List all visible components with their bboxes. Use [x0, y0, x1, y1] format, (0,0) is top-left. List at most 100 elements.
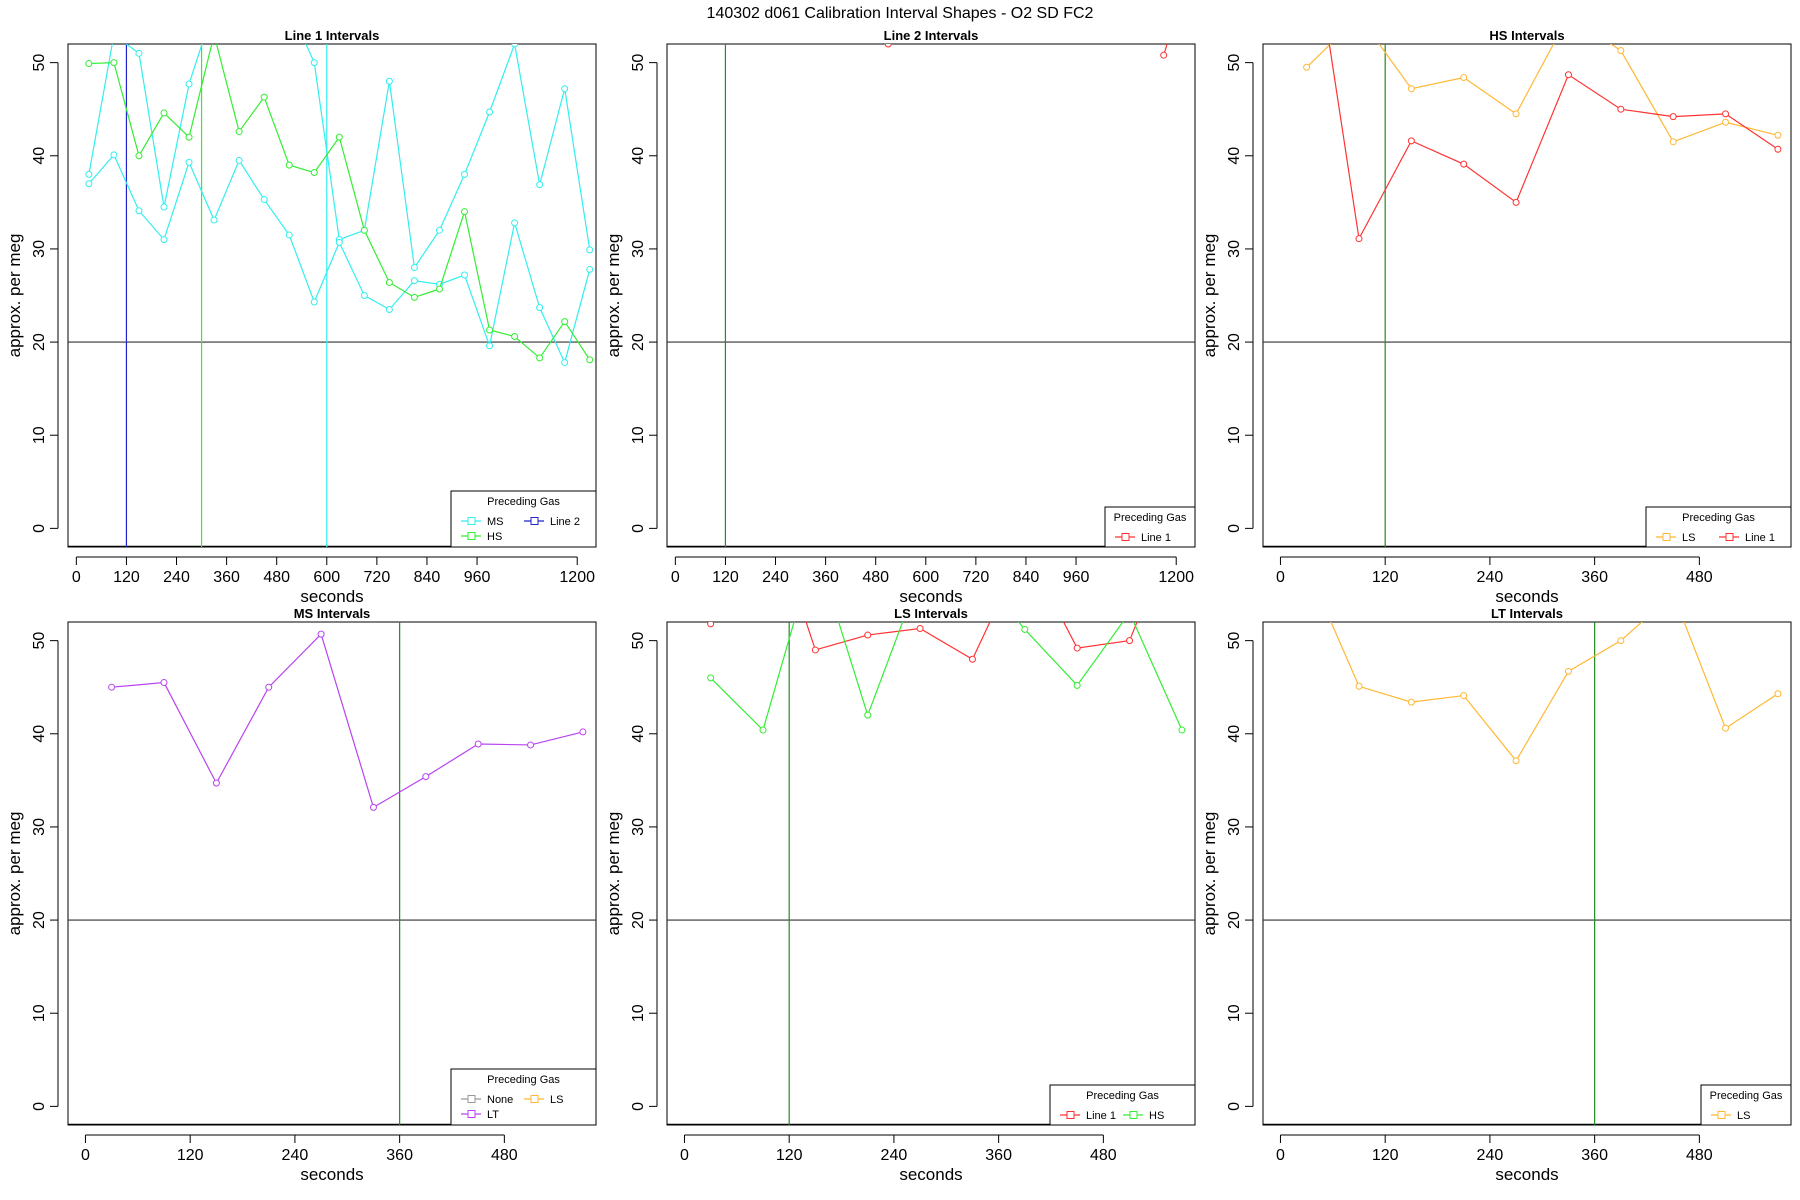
data-point — [707, 622, 715, 628]
data-point — [474, 740, 482, 748]
data-point — [536, 354, 544, 362]
legend-entry: MS — [487, 516, 504, 528]
legend: Preceding Gas LS Line 1 — [1645, 506, 1792, 548]
x-axis-label: seconds — [300, 587, 363, 606]
data-point — [85, 60, 93, 68]
legend-entry: None — [487, 1094, 513, 1106]
data-point — [211, 32, 217, 38]
legend-title: Preceding Gas — [1682, 512, 1755, 524]
x-tick-label: 600 — [912, 569, 939, 586]
data-point — [1355, 682, 1363, 690]
data-point — [310, 59, 318, 67]
data-point — [385, 278, 393, 286]
panel-1: Line 1 Intervals 0 120 240 360 480 600 720 840 96… — [5, 28, 597, 606]
legend-swatch-marker — [467, 532, 476, 540]
data-point — [360, 292, 368, 299]
data-point — [1722, 724, 1730, 732]
x-tick-label: 120 — [1372, 1147, 1399, 1164]
legend: Preceding Gas Line 1 — [1104, 506, 1196, 548]
legend-entry: Line 2 — [550, 516, 580, 528]
legend-entry: HS — [487, 531, 502, 543]
data-point — [135, 152, 143, 160]
data-point — [410, 264, 418, 272]
data-point — [527, 741, 535, 749]
legend: Preceding Gas Line 1 HS — [1049, 1084, 1196, 1126]
data-point — [486, 326, 494, 334]
data-point — [1460, 74, 1468, 82]
x-tick-label: 1200 — [559, 569, 595, 586]
y-tick-label: 40 — [31, 147, 48, 165]
plot-area — [1263, 591, 1791, 1125]
data-point — [561, 359, 569, 367]
data-point — [135, 49, 143, 57]
series-line — [111, 632, 584, 809]
data-point — [110, 59, 118, 67]
data-point — [210, 216, 218, 224]
data-point — [369, 803, 377, 811]
data-point — [884, 44, 892, 48]
data-point — [160, 203, 168, 211]
data-point — [1160, 51, 1168, 59]
y-tick-label: 30 — [1226, 818, 1243, 836]
y-tick-label: 30 — [31, 818, 48, 836]
y-tick-label: 20 — [31, 911, 48, 929]
legend-swatch-marker — [1121, 533, 1130, 541]
series-line — [88, 153, 591, 365]
data-point — [586, 265, 594, 273]
data-point — [486, 342, 494, 350]
x-tick-label: 960 — [464, 569, 491, 586]
data-point — [160, 679, 168, 687]
legend-box — [1700, 1084, 1792, 1126]
legend-title: Preceding Gas — [1086, 1090, 1159, 1102]
series-line — [1328, 44, 1779, 241]
data-point — [435, 285, 443, 293]
y-tick-label: 40 — [1226, 725, 1243, 743]
data-point — [1722, 110, 1730, 118]
y-tick-label: 40 — [31, 725, 48, 743]
data-point — [235, 128, 243, 136]
data-point — [285, 231, 293, 239]
y-tick-label: 30 — [630, 240, 647, 258]
x-tick-label: 360 — [812, 569, 839, 586]
data-point — [1670, 591, 1676, 597]
panel-3: HS Intervals 0 120 240 360 480 seconds 0 10 20 30 4… — [1200, 28, 1792, 606]
data-point — [422, 773, 430, 781]
data-point — [759, 726, 767, 734]
y-tick-label: 0 — [31, 1102, 48, 1111]
y-tick-label: 40 — [630, 725, 647, 743]
data-point — [185, 80, 193, 88]
y-tick-label: 0 — [1226, 1102, 1243, 1111]
data-point — [260, 196, 268, 204]
data-point — [1073, 644, 1081, 652]
data-point — [85, 170, 93, 178]
data-point — [1722, 118, 1730, 126]
data-point — [160, 236, 168, 244]
x-tick-label: 1200 — [1158, 569, 1194, 586]
legend-title: Preceding Gas — [487, 1074, 560, 1086]
y-tick-label: 20 — [31, 333, 48, 351]
legend-swatch-marker — [530, 517, 539, 525]
data-point — [707, 674, 715, 682]
data-point — [317, 630, 325, 638]
panel-5: LS Intervals 0 120 240 360 480 seconds 0 10 20 30 4… — [604, 606, 1196, 1184]
y-tick-label: 50 — [31, 632, 48, 650]
data-point — [586, 246, 594, 254]
data-point — [1460, 160, 1468, 168]
data-point — [335, 133, 343, 141]
x-tick-label: 0 — [72, 569, 81, 586]
y-tick-label: 10 — [31, 426, 48, 444]
data-point — [561, 318, 569, 326]
legend-title: Preceding Gas — [1710, 1090, 1783, 1102]
legend-swatch-marker — [1066, 1111, 1075, 1119]
data-point — [586, 356, 594, 364]
x-tick-label: 480 — [1090, 1147, 1117, 1164]
data-point — [111, 32, 117, 38]
x-tick-label: 240 — [762, 569, 789, 586]
x-tick-label: 600 — [313, 569, 340, 586]
data-point — [310, 169, 318, 177]
data-point — [864, 631, 872, 639]
data-point — [1512, 757, 1520, 765]
data-point — [1460, 692, 1468, 700]
x-tick-label: 360 — [1581, 569, 1608, 586]
